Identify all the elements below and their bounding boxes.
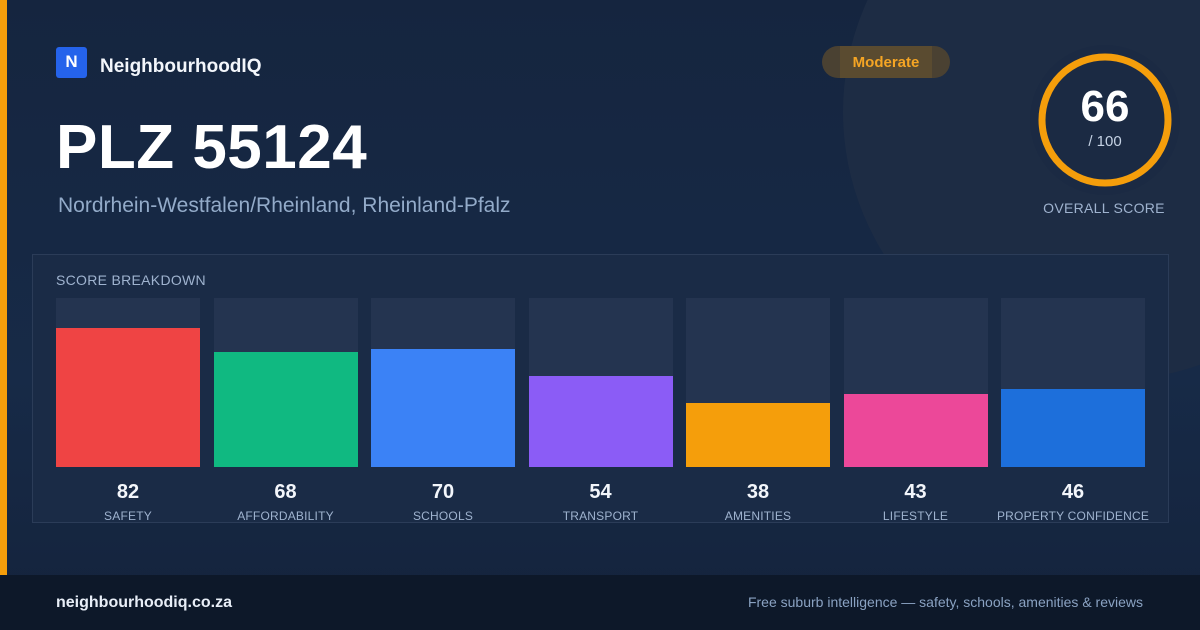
bar — [686, 402, 830, 467]
bar-category-label: SAFETY — [104, 509, 152, 523]
page-title: PLZ 55124 — [56, 113, 368, 182]
rating-badge: Moderate — [822, 46, 950, 78]
accent-bar — [0, 0, 7, 575]
bar-column-property-confidence: 46 PROPERTY CONFIDENCE — [997, 298, 1149, 523]
bar — [528, 375, 673, 467]
bar-column-lifestyle: 43 LIFESTYLE — [843, 298, 988, 523]
bar-track — [213, 298, 358, 467]
footer-domain-link[interactable]: neighbourhoodiq.co.za — [56, 594, 232, 611]
bar-category-label: AFFORDABILITY — [237, 509, 334, 523]
bar-track — [371, 298, 515, 467]
bar-column-transport: 54 TRANSPORT — [528, 298, 673, 523]
brand-logo-icon: N — [56, 46, 87, 78]
bar — [371, 348, 515, 467]
footer: neighbourhoodiq.co.za Free suburb intell… — [0, 575, 1200, 630]
bar — [1001, 389, 1145, 467]
bar-value-label: 38 — [746, 481, 770, 503]
bar-category-label: LIFESTYLE — [882, 509, 949, 523]
footer-tagline: Free suburb intelligence — safety, schoo… — [747, 594, 1143, 610]
rating-badge-label: Moderate — [852, 53, 920, 71]
brand[interactable]: N NeighbourhoodIQ — [56, 46, 261, 78]
bar-column-affordability: 68 AFFORDABILITY — [213, 298, 358, 523]
bar-track — [686, 298, 830, 467]
bar-value-label: 46 — [1061, 481, 1085, 503]
bar-column-schools: 70 SCHOOLS — [371, 298, 515, 523]
overall-score-value: 66 — [1080, 82, 1130, 131]
bar-category-label: TRANSPORT — [562, 509, 639, 523]
overall-score-label: OVERALL SCORE — [1043, 200, 1165, 216]
bar — [843, 394, 988, 467]
score-ring-graphic — [1030, 45, 1180, 195]
bar — [213, 352, 358, 467]
location-subtitle: Nordrhein-Westfalen/Rheinland, Rheinland… — [58, 194, 511, 217]
bar-category-label: PROPERTY CONFIDENCE — [996, 509, 1150, 523]
bar-column-amenities: 38 AMENITIES — [686, 298, 830, 523]
bar-track — [843, 298, 988, 467]
overall-score-ring: 66 / 100 — [1030, 45, 1180, 195]
score-ring-halo — [1030, 45, 1180, 195]
bar-value-label: 70 — [431, 481, 455, 503]
bar-track — [1001, 298, 1145, 467]
score-breakdown-title: SCORE BREAKDOWN — [56, 272, 206, 288]
overall-score-max: / 100 — [1088, 133, 1122, 150]
score-ring-arc — [1038, 53, 1172, 187]
bar-track — [56, 298, 200, 467]
bar-column-safety: 82 SAFETY — [56, 298, 200, 523]
brand-name: NeighbourhoodIQ — [100, 56, 262, 77]
bar-value-label: 43 — [904, 481, 927, 503]
bar-value-label: 54 — [589, 481, 612, 503]
score-breakdown-panel: SCORE BREAKDOWN 82 SAFETY 68 AFFORDABILITY 7… — [32, 254, 1169, 523]
score-breakdown-chart: 82 SAFETY 68 AFFORDABILITY 70 SCHOOLS 54 TRANSP… — [56, 298, 1149, 523]
bar-track — [528, 298, 673, 467]
bar-category-label: AMENITIES — [724, 509, 792, 523]
bar — [56, 328, 200, 467]
bar-value-label: 82 — [116, 481, 140, 503]
bar-category-label: SCHOOLS — [412, 509, 474, 523]
bar-value-label: 68 — [274, 481, 297, 503]
